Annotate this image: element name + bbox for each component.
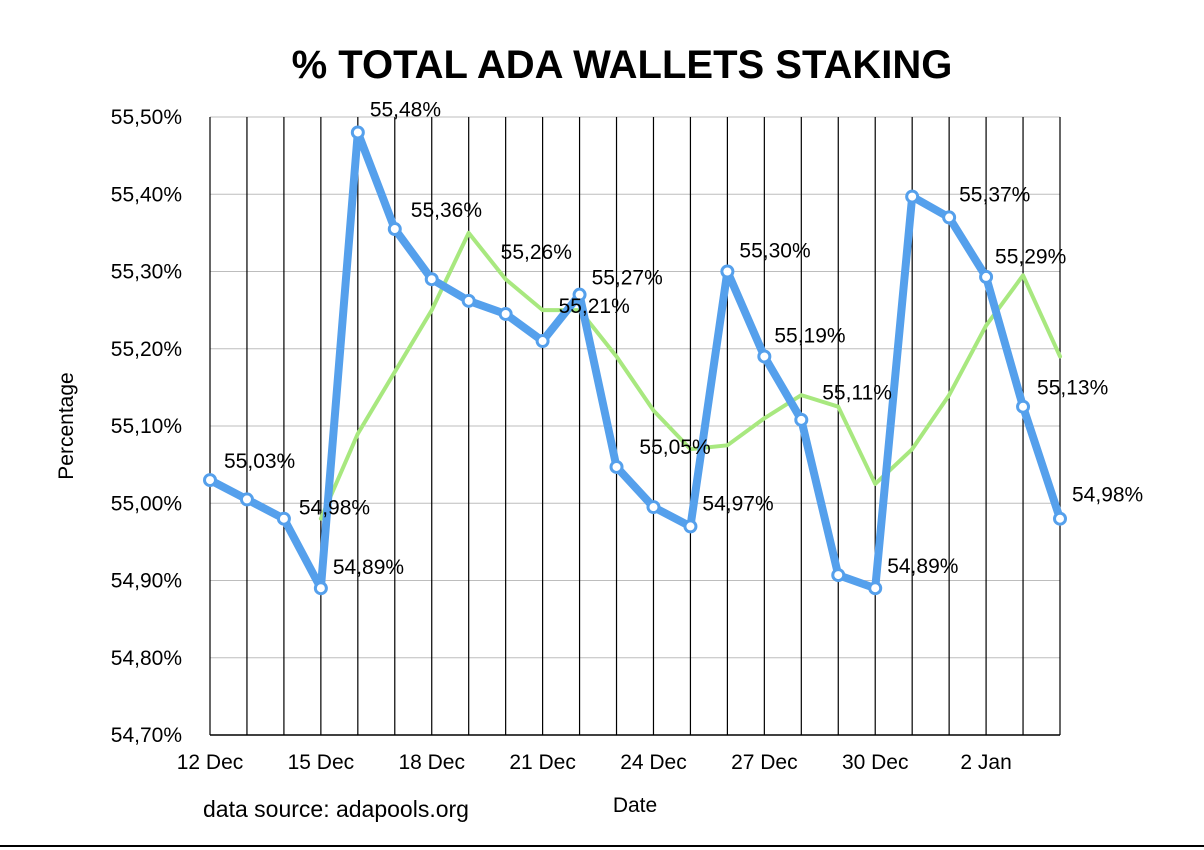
x-tick-label: 18 Dec: [398, 751, 465, 774]
data-label: 55,13%: [1037, 377, 1108, 400]
data-point: [609, 459, 624, 474]
series-line-total-staking: [206, 128, 1064, 593]
data-point: [461, 293, 476, 308]
data-point: [203, 473, 217, 488]
y-tick-label: 54,90%: [111, 570, 182, 593]
grid: [209, 116, 1061, 736]
data-label: 54,89%: [333, 556, 404, 579]
y-tick-label: 55,40%: [111, 183, 182, 206]
y-axis-label: Percentage: [55, 372, 78, 479]
data-label: 55,48%: [370, 98, 441, 121]
y-tick-label: 55,50%: [111, 106, 182, 129]
data-point: [683, 519, 698, 534]
data-label: 54,98%: [1072, 484, 1143, 507]
series-layer: [203, 125, 1067, 596]
x-tick-label: 30 Dec: [842, 751, 909, 774]
data-point: [1016, 399, 1031, 414]
data-point: [646, 500, 661, 515]
x-axis-label: Date: [613, 794, 657, 817]
data-source-note: data source: adapools.org: [203, 796, 469, 822]
data-label: 55,30%: [739, 240, 810, 263]
y-tick-label: 55,00%: [111, 492, 182, 515]
data-label: 55,29%: [995, 245, 1066, 268]
data-point: [572, 287, 587, 302]
y-tick-label: 55,10%: [111, 415, 182, 438]
data-label: 55,36%: [411, 199, 482, 222]
x-tick-label: 27 Dec: [731, 751, 798, 774]
data-point: [276, 511, 291, 526]
data-point: [387, 222, 402, 237]
data-point: [831, 568, 846, 583]
data-point: [720, 264, 735, 279]
data-label: 55,37%: [959, 183, 1030, 206]
data-label: 54,98%: [299, 497, 370, 520]
data-point: [239, 492, 254, 507]
data-point: [313, 581, 328, 596]
x-tick-label: 21 Dec: [509, 751, 576, 774]
x-tick-label: 15 Dec: [288, 751, 355, 774]
data-label: 55,21%: [559, 295, 630, 318]
data-label: 55,03%: [224, 450, 295, 473]
data-point: [794, 412, 809, 427]
x-axis-ticks: 12 Dec 15 Dec 18 Dec 21 Dec 24 Dec 27 Dec 30 D…: [177, 751, 1012, 774]
data-point: [1053, 511, 1067, 526]
data-label: 55,26%: [501, 241, 572, 264]
x-tick-label: 2 Jan: [960, 751, 1011, 774]
x-tick-label: 24 Dec: [620, 751, 687, 774]
data-point: [535, 334, 550, 349]
data-point: [424, 272, 439, 287]
data-point: [942, 210, 957, 225]
data-label: 55,19%: [774, 324, 845, 347]
y-tick-label: 54,80%: [111, 647, 182, 670]
data-label: 55,05%: [639, 436, 710, 459]
data-label: 54,97%: [702, 492, 773, 515]
data-label: 55,27%: [592, 267, 663, 290]
y-axis-ticks: 54,70% 54,80% 54,90% 55,00% 55,10% 55,20% 55,3…: [111, 106, 182, 747]
chart-title: % TOTAL ADA WALLETS STAKING: [292, 43, 953, 87]
data-labels: 55,03% 54,89% 55,48% 55,36% 55,27% 54,97% 55,3…: [224, 98, 1143, 579]
data-point: [868, 581, 883, 596]
data-label: 54,89%: [887, 555, 958, 578]
y-tick-label: 55,20%: [111, 338, 182, 361]
data-label: 55,11%: [822, 382, 892, 405]
data-point: [905, 189, 920, 204]
data-point: [498, 306, 513, 321]
y-tick-label: 54,70%: [111, 724, 182, 747]
x-tick-label: 12 Dec: [177, 751, 244, 774]
y-tick-label: 55,30%: [111, 261, 182, 284]
data-point: [979, 269, 994, 284]
data-point: [757, 349, 772, 364]
data-point: [350, 125, 365, 140]
